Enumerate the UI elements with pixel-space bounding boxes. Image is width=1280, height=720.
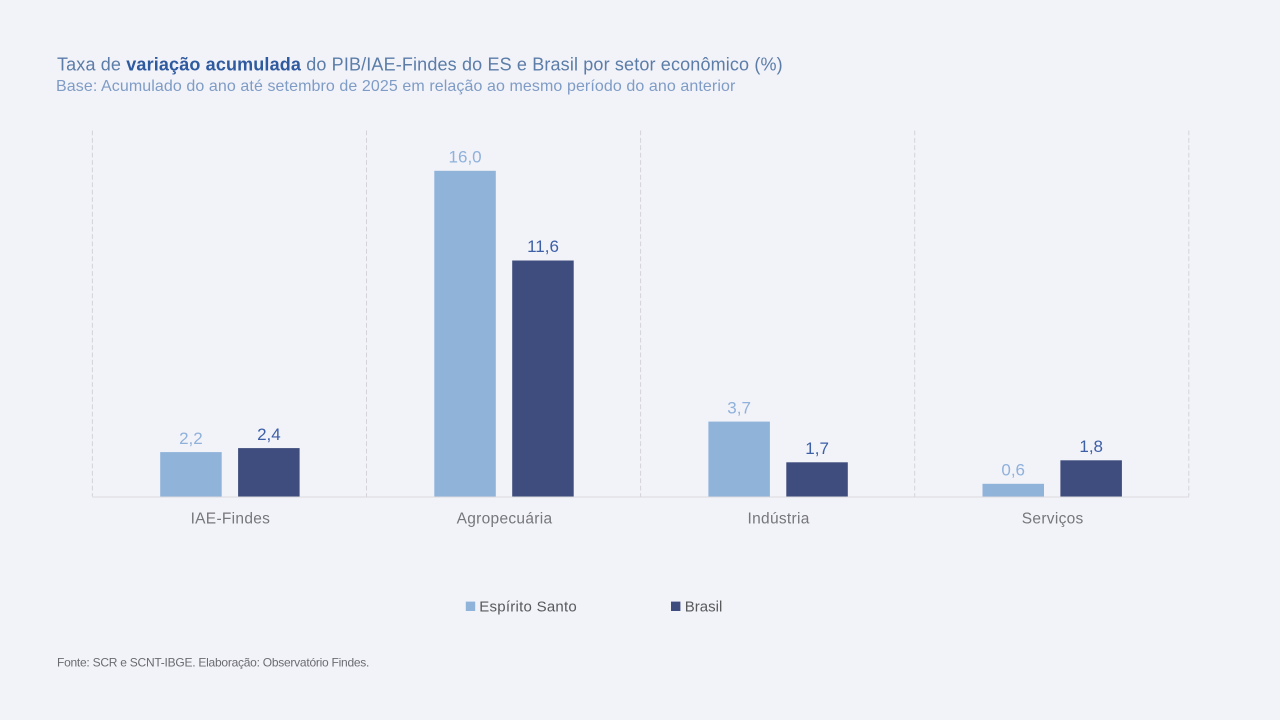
svg-text:1,8: 1,8	[1079, 437, 1103, 456]
svg-text:2,4: 2,4	[257, 425, 281, 444]
svg-text:Indústria: Indústria	[748, 511, 810, 528]
svg-text:0,6: 0,6	[1001, 460, 1025, 479]
svg-text:IAE-Findes: IAE-Findes	[191, 511, 271, 528]
svg-text:Agropecuária: Agropecuária	[457, 511, 553, 528]
svg-text:11,6: 11,6	[527, 237, 559, 256]
svg-text:Brasil: Brasil	[685, 598, 723, 615]
svg-text:Espírito Santo: Espírito Santo	[479, 598, 577, 615]
svg-text:1,7: 1,7	[805, 439, 829, 458]
svg-text:16,0: 16,0	[449, 148, 482, 167]
svg-text:Taxa de variação acumulada do: Taxa de variação acumulada do PIB/IAE-Fi…	[57, 54, 783, 74]
svg-text:2,2: 2,2	[179, 429, 203, 448]
svg-text:3,7: 3,7	[727, 398, 751, 417]
svg-text:Serviços: Serviços	[1022, 511, 1084, 528]
svg-text:Fonte: SCR e SCNT-IBGE. Elabor: Fonte: SCR e SCNT-IBGE. Elaboração: Obse…	[57, 656, 369, 670]
svg-text:Base: Acumulado do ano até set: Base: Acumulado do ano até setembro de 2…	[56, 78, 736, 95]
